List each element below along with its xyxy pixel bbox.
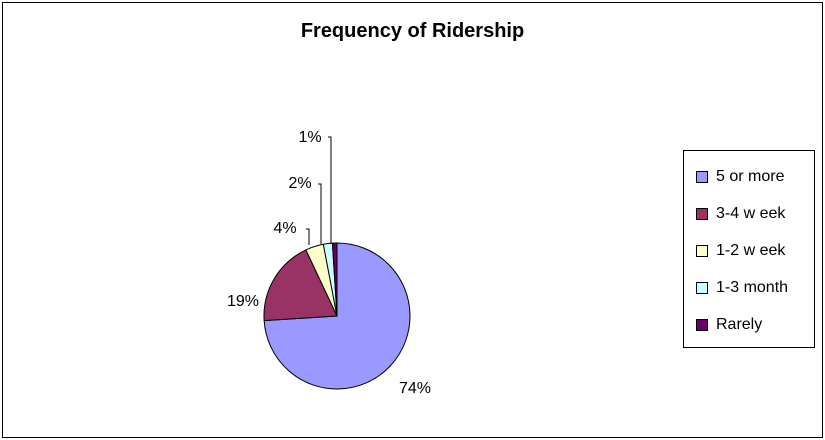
pie-slice-4 <box>331 242 338 317</box>
legend-swatch <box>696 245 708 257</box>
legend-label: 1-2 w eek <box>716 242 786 259</box>
legend-label: 5 or more <box>716 168 785 185</box>
legend: 5 or more 3-4 w eek 1-2 w eek 1-3 month … <box>683 150 815 348</box>
legend-item-1-3-month: 1-3 month <box>696 278 788 298</box>
leader-line-4 <box>328 136 332 244</box>
legend-swatch <box>696 208 708 220</box>
legend-label: 3-4 w eek <box>716 205 786 222</box>
pie-slice-1 <box>263 249 338 322</box>
slice-label-0: 74% <box>399 380 431 397</box>
legend-swatch <box>696 319 708 331</box>
chart-title: Frequency of Ridership <box>300 20 525 42</box>
leader-line-3 <box>318 183 322 244</box>
legend-label: Rarely <box>716 316 763 333</box>
legend-item-5-or-more: 5 or more <box>696 167 784 187</box>
legend-item-rarely: Rarely <box>696 315 762 335</box>
legend-swatch <box>696 171 708 183</box>
slice-label-3: 2% <box>288 175 311 192</box>
slice-label-4: 1% <box>298 129 321 146</box>
slice-label-2: 4% <box>273 220 296 237</box>
legend-item-1-2-week: 1-2 w eek <box>696 241 785 261</box>
legend-item-3-4-week: 3-4 w eek <box>696 204 785 224</box>
legend-label: 1-3 month <box>716 279 789 296</box>
legend-swatch <box>696 282 708 294</box>
slice-label-1: 19% <box>227 293 259 310</box>
leader-line-2 <box>306 228 310 245</box>
